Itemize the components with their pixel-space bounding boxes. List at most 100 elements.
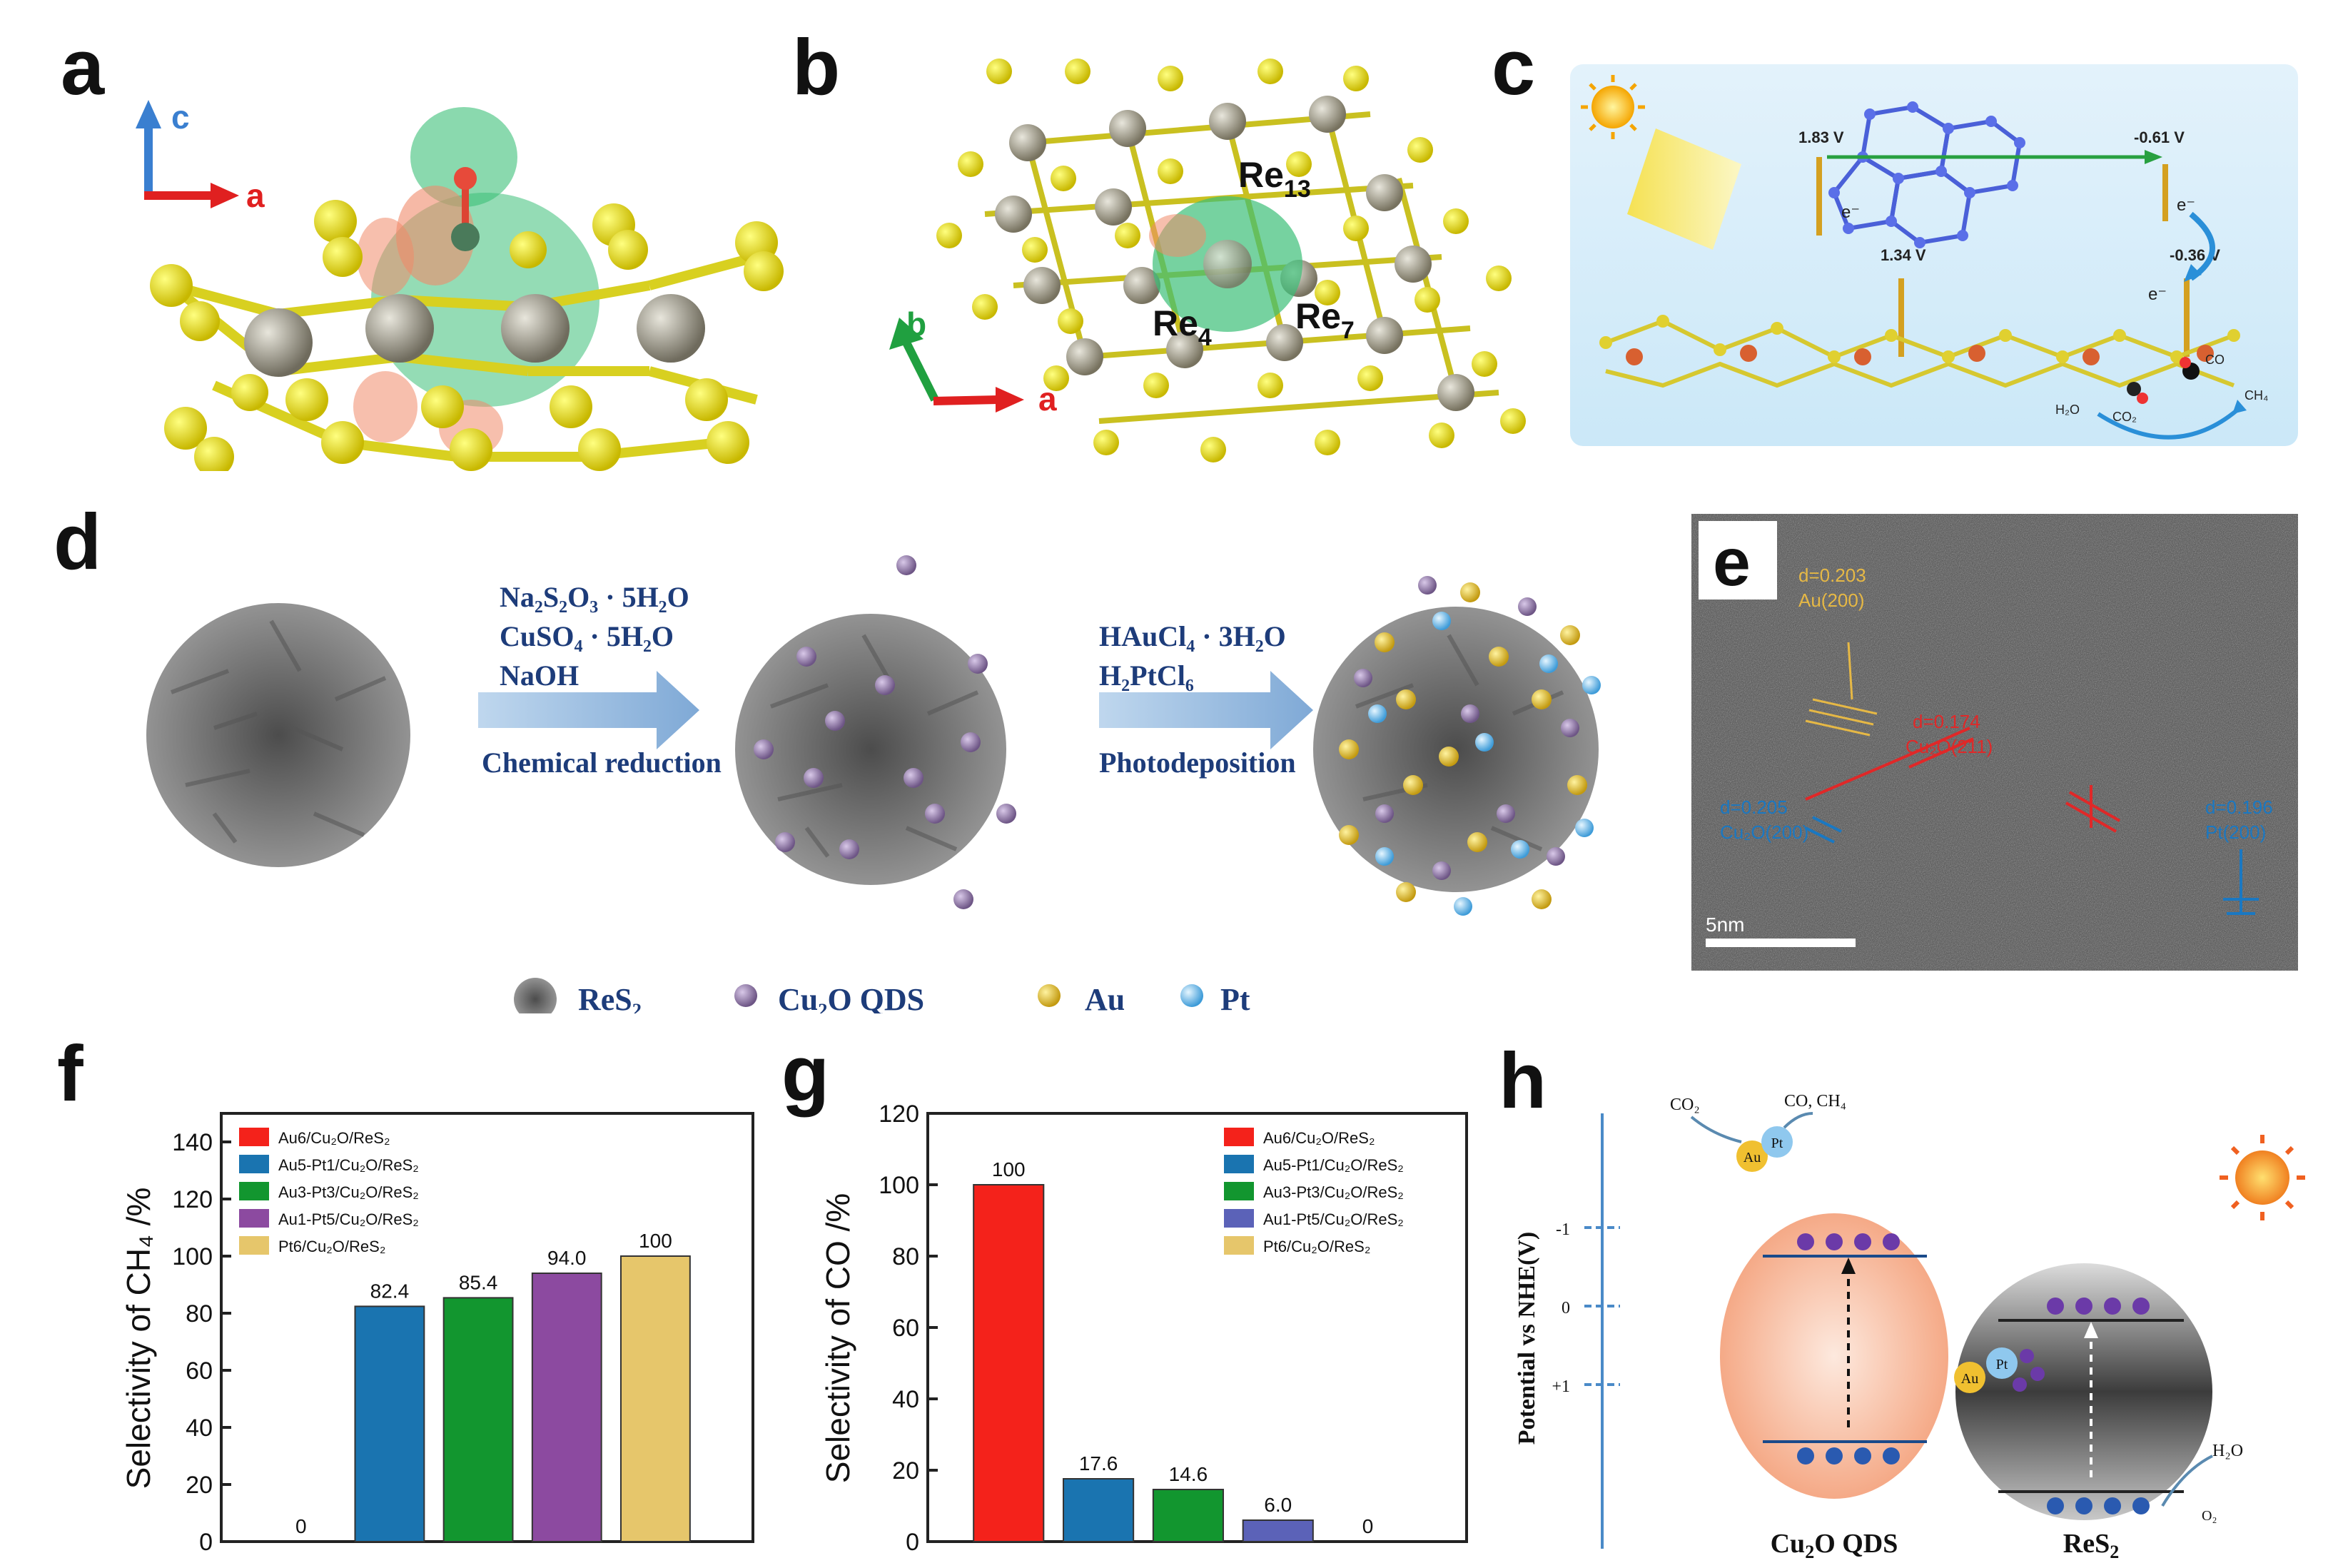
- product-arrow: [2097, 405, 2242, 440]
- scale-bar-label: 5nm: [1706, 914, 1744, 936]
- panel-label-c: c: [1492, 24, 1536, 111]
- transfer-curve-arrow: [2189, 211, 2215, 281]
- axis-b-arrow: [902, 340, 939, 402]
- axis-a-arrow: [933, 395, 1000, 405]
- legend-label: Au1-Pt5/Cu₂O/ReS₂: [278, 1210, 419, 1228]
- h2o-label: H₂O: [2212, 1442, 2243, 1460]
- ch4-label: CH₄: [2245, 388, 2268, 403]
- y-tick-label: 80: [892, 1243, 919, 1270]
- panel-c-schematic: 1.83 V -0.61 V 1.34 V -0.36 V e⁻ e⁻ e⁻ H…: [1570, 64, 2298, 446]
- cu2o-qds-label: Cu2O QDS: [1771, 1529, 1898, 1562]
- bar-0: [973, 1184, 1045, 1542]
- step2-reagent-2: H₂PtCl₆: [1099, 659, 1194, 692]
- o2-label: O₂: [2202, 1508, 2217, 1524]
- chart-f: Selectivity of CH₄ /% 0 20 40 60 80 100 120 140…: [120, 1112, 754, 1556]
- step1-method: Chemical reduction: [482, 747, 722, 779]
- bar-value-label: 14.6: [1169, 1463, 1208, 1485]
- axis-a-label: a: [246, 177, 265, 214]
- panel-label-b: b: [792, 24, 841, 111]
- electron-label-3: e⁻: [2148, 285, 2167, 304]
- oxygen-atom: [454, 167, 477, 190]
- reaction-arrow-2: [1099, 671, 1313, 749]
- charge-depletion-4: [353, 371, 417, 442]
- lower-res2-chain: [1604, 318, 2235, 388]
- legend-label: Au5-Pt1/Cu₂O/ReS₂: [1263, 1156, 1404, 1174]
- y-tick-label: 60: [892, 1315, 919, 1342]
- legend-res2-label: ReS₂: [578, 982, 642, 1013]
- potential-tick-minus1: -1: [1556, 1220, 1570, 1239]
- pt-particle-top: [1761, 1126, 1793, 1158]
- d-spacing-au-plane: Au(200): [1798, 590, 1865, 611]
- band-edge-right-lower: [2184, 278, 2190, 357]
- co2-label: CO₂: [2112, 410, 2137, 424]
- y-tick-label: 20: [186, 1472, 213, 1499]
- legend-label: Au6/Cu₂O/ReS₂: [278, 1129, 390, 1147]
- res2-label: ReS2: [2063, 1529, 2119, 1562]
- s-atoms: [936, 59, 1526, 462]
- legend-swatch: [1224, 1155, 1254, 1173]
- atom-label-re4: Re4: [1153, 303, 1212, 351]
- y-tick-label: 40: [186, 1415, 213, 1442]
- d-spacing-cu2o-200: d=0.205: [1720, 796, 1788, 818]
- charge-depletion: [1149, 214, 1206, 257]
- legend-label: Au5-Pt1/Cu₂O/ReS₂: [278, 1156, 419, 1174]
- y-tick-label: 0: [906, 1529, 919, 1556]
- au-particle-top: [1736, 1140, 1768, 1172]
- au-particle-interface-label: Au: [1961, 1371, 1978, 1387]
- cu2o-200-lattice-marker: [1805, 816, 1842, 844]
- legend-label: Au3-Pt3/Cu₂O/ReS₂: [1263, 1183, 1404, 1201]
- panel-label-g: g: [781, 1030, 830, 1118]
- legend-pt-icon: [1180, 984, 1203, 1007]
- electron-label-2: e⁻: [2177, 196, 2195, 215]
- re-atom: [637, 294, 705, 363]
- legend-au-icon: [1038, 984, 1061, 1007]
- panel-b-structure: Re13 Re4 Re7 b a: [889, 59, 1526, 462]
- cu2o-band-body: [1720, 1213, 1948, 1499]
- axis-b-label: b: [906, 305, 926, 343]
- bar-value-label: 6.0: [1264, 1494, 1292, 1516]
- bar-2: [1152, 1489, 1224, 1542]
- bar-value-label: 0: [295, 1515, 307, 1537]
- bar-value-label: 100: [992, 1158, 1026, 1180]
- axis-a-label: a: [1038, 380, 1057, 418]
- legend-swatch: [239, 1155, 269, 1173]
- d-spacing-au: d=0.203: [1798, 565, 1866, 586]
- axis-c-label: c: [171, 98, 190, 136]
- potential-label-3: 1.34 V: [1881, 246, 1926, 264]
- au-lattice-marker: [1805, 642, 1878, 737]
- carbon-atom: [451, 223, 480, 251]
- axis-b-arrowhead: [889, 318, 923, 350]
- d-spacing-cu2o-200-plane: Cu₂O(200): [1720, 821, 1808, 843]
- pt-particle-top-label: Pt: [1771, 1135, 1783, 1151]
- panel-label-e: e: [1713, 525, 1751, 600]
- panel-e-tem: e d=0.203 Au(200) d=0.174 Cu₂O(211) d=0.…: [1691, 514, 2298, 971]
- band-edge-left-lower: [1898, 278, 1904, 357]
- pt-lattice-marker: [2223, 849, 2259, 915]
- y-tick-label: 120: [172, 1186, 213, 1213]
- legend-cu2o-label: Cu₂O QDS: [778, 982, 924, 1013]
- legend-label: Au6/Cu₂O/ReS₂: [1263, 1129, 1375, 1147]
- axis-a-arrowhead: [996, 387, 1024, 413]
- re-atom: [365, 294, 434, 363]
- legend-swatch: [1224, 1236, 1254, 1255]
- bar-1: [354, 1305, 425, 1542]
- y-tick-label: 60: [186, 1357, 213, 1385]
- panel-e-label-box: [1699, 521, 1777, 600]
- y-tick-label: 100: [879, 1172, 919, 1199]
- au-particle-interface: [1954, 1362, 1985, 1393]
- legend-swatch: [239, 1236, 269, 1255]
- res2-cu2o-sphere: [735, 555, 1016, 909]
- legend-res2-icon: [514, 978, 557, 1013]
- legend-swatch: [239, 1182, 269, 1200]
- panel-label-a: a: [61, 24, 105, 111]
- legend-label: Pt6/Cu₂O/ReS₂: [278, 1238, 385, 1255]
- bar-1: [1063, 1478, 1135, 1542]
- charge-depletion-1: [396, 186, 475, 285]
- bar-value-label: 85.4: [459, 1271, 498, 1293]
- bar-3: [1242, 1519, 1314, 1542]
- legend-swatch: [1224, 1182, 1254, 1200]
- step1-reagent-1: Na₂S₂O₃ · 5H₂O: [500, 581, 689, 613]
- step2-method: Photodeposition: [1099, 747, 1296, 779]
- y-tick-label: 80: [186, 1300, 213, 1327]
- re-atoms: [995, 96, 1474, 411]
